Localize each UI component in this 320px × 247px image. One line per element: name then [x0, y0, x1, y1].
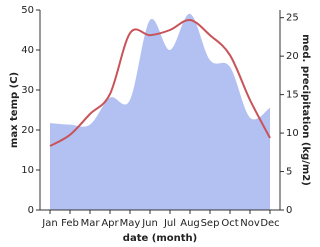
y2-tick-label: 15 — [286, 90, 299, 101]
x-tick-label: Jul — [163, 218, 176, 229]
x-tick-label: Oct — [221, 218, 238, 229]
x-tick-label: Mar — [81, 218, 101, 229]
y-tick-label: 30 — [21, 85, 34, 96]
x-tick-label: Jan — [41, 218, 57, 229]
x-tick-label: Jun — [141, 218, 158, 229]
y-tick-label: 20 — [21, 125, 34, 136]
precipitation-area — [50, 13, 270, 211]
x-tick-label: Apr — [101, 218, 119, 229]
y2-tick-label: 20 — [286, 51, 299, 62]
y2-tick-label: 0 — [286, 205, 292, 216]
y-axis-label: max temp (C) — [9, 72, 20, 148]
x-tick-label: Nov — [240, 218, 260, 229]
temperature-line — [49, 18, 271, 147]
x-tick-label: Dec — [260, 218, 279, 229]
x-tick-label: Sep — [201, 218, 220, 229]
y-tick-label: 10 — [21, 165, 34, 176]
y-tick-label: 40 — [21, 45, 34, 56]
y2-tick-label: 25 — [286, 13, 299, 24]
x-tick-label: May — [120, 218, 141, 229]
x-axis-label: date (month) — [123, 233, 197, 244]
y2-tick-label: 5 — [286, 167, 292, 178]
y2-axis-label: med. precipitation (kg/m2) — [300, 34, 311, 186]
y2-tick-label: 10 — [286, 128, 299, 139]
y-tick-label: 50 — [21, 5, 34, 16]
y-tick-label: 0 — [28, 205, 34, 216]
x-tick-label: Feb — [61, 218, 79, 229]
x-tick-label: Aug — [180, 218, 200, 229]
